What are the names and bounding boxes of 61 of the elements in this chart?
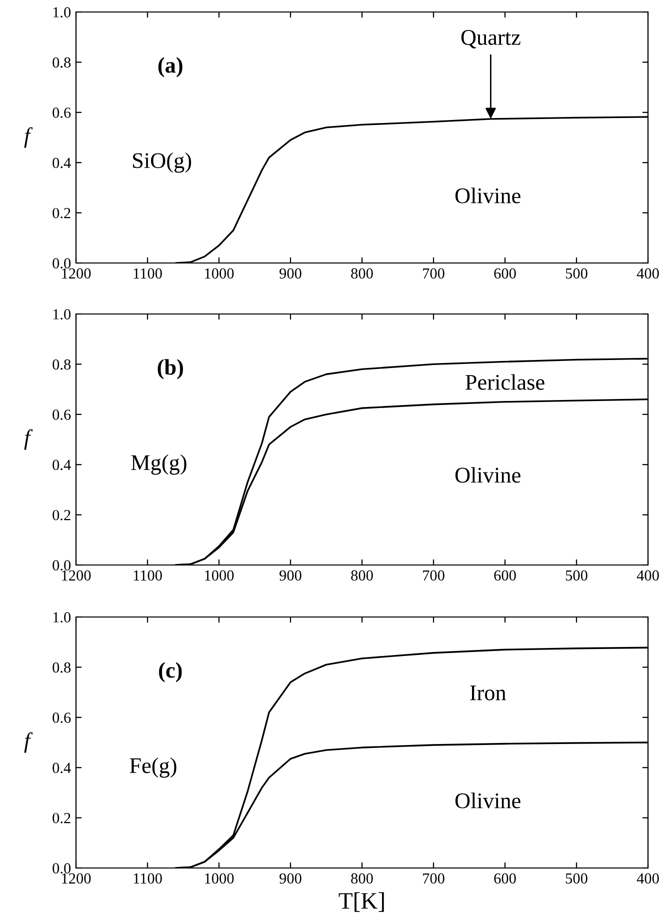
- x-tick-label: 700: [423, 570, 444, 581]
- annotation: Periclase: [466, 374, 544, 390]
- x-tick-label: 900: [280, 268, 302, 279]
- x-tick-label: 800: [351, 873, 373, 884]
- annotation: Fe(g): [130, 757, 176, 778]
- x-tick-label: 1100: [134, 268, 162, 279]
- annotation: Olivine: [455, 188, 520, 204]
- x-tick-label: 800: [351, 570, 373, 581]
- x-tick-label: 1000: [205, 268, 234, 279]
- x-tick-label: 700: [423, 268, 444, 279]
- y-tick-label: 0.6: [52, 108, 71, 118]
- x-tick-label: 1000: [205, 873, 234, 884]
- y-tick-label: 1.0: [53, 612, 71, 623]
- y-tick-label: 0.0: [52, 258, 71, 269]
- x-axis-title: T[K]: [338, 892, 384, 912]
- y-axis-title: f: [24, 127, 33, 148]
- x-tick-label: 800: [351, 268, 373, 279]
- x-tick-label: 400: [636, 873, 659, 884]
- x-tick-label: 600: [494, 268, 516, 279]
- y-tick-label: 0.4: [52, 762, 71, 774]
- y-tick-label: 0.4: [52, 460, 71, 470]
- y-axis-title: f: [24, 732, 33, 753]
- x-tick-label: 1000: [205, 570, 234, 581]
- annotation: (b): [158, 359, 183, 380]
- x-tick-label: 1200: [62, 268, 91, 279]
- y-tick-label: 0.8: [52, 57, 71, 68]
- y-tick-label: 0.0: [52, 560, 71, 571]
- annotation: Mg(g): [131, 454, 186, 475]
- y-tick-label: 0.8: [52, 359, 71, 370]
- x-tick-label: 1200: [62, 570, 91, 581]
- y-tick-label: 0.8: [52, 662, 71, 673]
- x-tick-label: 500: [566, 873, 588, 884]
- x-tick-label: 400: [636, 570, 659, 581]
- x-tick-label: 600: [494, 873, 516, 884]
- x-tick-label: 500: [566, 570, 588, 581]
- x-tick-label: 900: [280, 873, 302, 884]
- y-tick-label: 1.0: [53, 309, 71, 320]
- annotation: (c): [159, 662, 182, 682]
- y-tick-label: 0.6: [52, 410, 71, 420]
- y-axis-title: f: [24, 429, 33, 450]
- annotation: Quartz: [461, 30, 520, 48]
- y-tick-label: 0.6: [52, 712, 71, 723]
- x-tick-label: 1100: [134, 873, 162, 884]
- annotation: Olivine: [455, 792, 520, 808]
- y-tick-label: 0.0: [52, 863, 71, 874]
- x-tick-label: 600: [494, 570, 516, 581]
- x-tick-label: 1100: [134, 570, 162, 581]
- x-tick-label: 700: [423, 873, 444, 884]
- x-tick-label: 400: [636, 268, 659, 279]
- y-tick-label: 0.2: [52, 510, 70, 520]
- y-tick-label: 0.2: [52, 208, 70, 218]
- x-tick-label: 1200: [62, 873, 91, 884]
- x-tick-label: 900: [280, 570, 302, 581]
- x-tick-label: 500: [566, 268, 588, 279]
- annotation: Olivine: [455, 467, 520, 483]
- annotation: Iron: [470, 686, 506, 700]
- annotation: SiO(g): [133, 152, 192, 173]
- y-tick-label: 0.4: [52, 158, 71, 168]
- y-tick-label: 0.2: [52, 812, 70, 824]
- y-tick-label: 1.0: [53, 7, 71, 18]
- annotation: (a): [158, 57, 182, 78]
